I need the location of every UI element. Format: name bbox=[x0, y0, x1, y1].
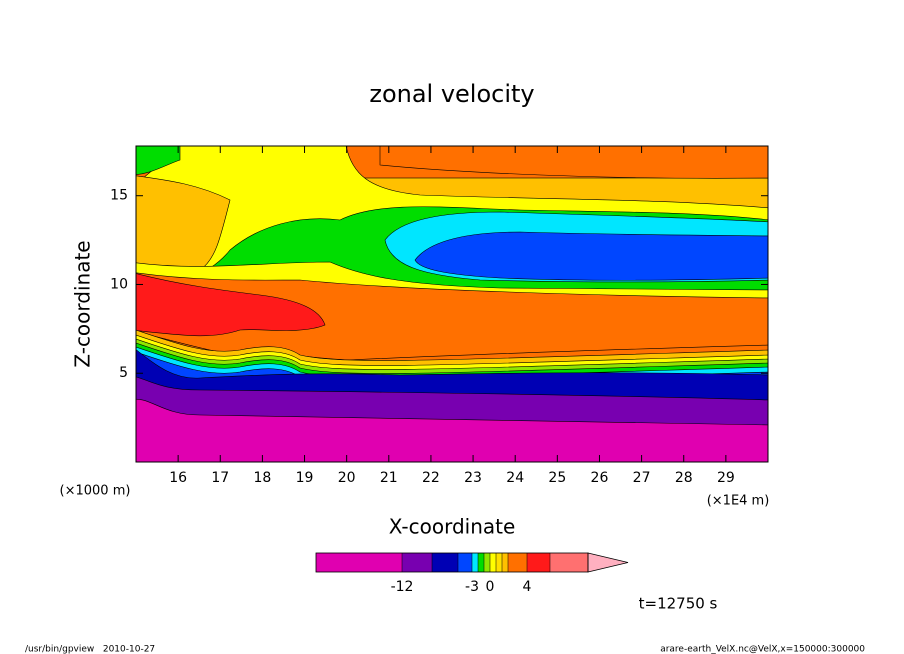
y-axis-label: Z-coordinate bbox=[71, 240, 95, 367]
x-tick-label: 28 bbox=[675, 470, 693, 486]
x-tick-label: 22 bbox=[422, 470, 440, 486]
colorbar-segment bbox=[402, 553, 432, 572]
contour-field bbox=[136, 146, 768, 462]
x-tick-label: 18 bbox=[253, 470, 271, 486]
x-axis-label: X-coordinate bbox=[389, 515, 516, 539]
region bbox=[136, 175, 231, 271]
x-tick-label: 16 bbox=[169, 470, 187, 486]
footer-left: /usr/bin/gpview 2010-10-27 bbox=[25, 645, 155, 654]
x-tick-label: 23 bbox=[464, 470, 482, 486]
x-tick-label: 29 bbox=[717, 470, 735, 486]
x-tick-label: 19 bbox=[296, 470, 314, 486]
x-tick-label: 17 bbox=[211, 470, 229, 486]
annotation: t=12750 s bbox=[639, 595, 718, 613]
colorbar-segment bbox=[432, 553, 458, 572]
y-tick-label: 15 bbox=[110, 188, 128, 204]
colorbar-segment bbox=[527, 553, 550, 572]
colorbar-tick-label: 4 bbox=[523, 579, 532, 595]
x-tick-label: 21 bbox=[380, 470, 398, 486]
footer-right: arare-earth_VelX.nc@VelX,x=150000:300000 bbox=[660, 645, 865, 654]
colorbar-segment bbox=[484, 553, 490, 572]
colorbar-segment bbox=[508, 553, 527, 572]
y-units: (×1000 m) bbox=[60, 484, 131, 499]
x-tick-label: 26 bbox=[591, 470, 609, 486]
colorbar-segment bbox=[496, 553, 502, 572]
colorbar-segment bbox=[472, 553, 478, 572]
x-tick-label: 27 bbox=[633, 470, 651, 486]
chart-title: zonal velocity bbox=[369, 80, 534, 108]
colorbar-segment bbox=[502, 553, 508, 572]
plot-frame bbox=[135, 145, 769, 463]
x-tick-label: 20 bbox=[338, 470, 356, 486]
colorbar-segment bbox=[490, 553, 496, 572]
x-tick-label: 24 bbox=[506, 470, 524, 486]
colorbar-segment bbox=[550, 553, 588, 572]
region bbox=[136, 398, 768, 462]
y-tick-label: 5 bbox=[119, 365, 128, 381]
colorbar-frame bbox=[315, 552, 589, 573]
region bbox=[136, 273, 326, 337]
colorbar-extension bbox=[587, 552, 629, 573]
colorbar-segment bbox=[478, 553, 484, 572]
region bbox=[379, 146, 768, 179]
x-units: (×1E4 m) bbox=[707, 494, 770, 509]
colorbar-segment bbox=[458, 553, 472, 572]
region bbox=[414, 231, 768, 281]
region bbox=[136, 146, 181, 175]
y-tick-label: 10 bbox=[110, 276, 128, 292]
colorbar-tick-label: -12 bbox=[391, 579, 414, 595]
colorbar-tick-label: -3 bbox=[465, 579, 479, 595]
colorbar-segment bbox=[316, 553, 402, 572]
colorbar-tick-label: 0 bbox=[486, 579, 495, 595]
x-tick-label: 25 bbox=[548, 470, 566, 486]
